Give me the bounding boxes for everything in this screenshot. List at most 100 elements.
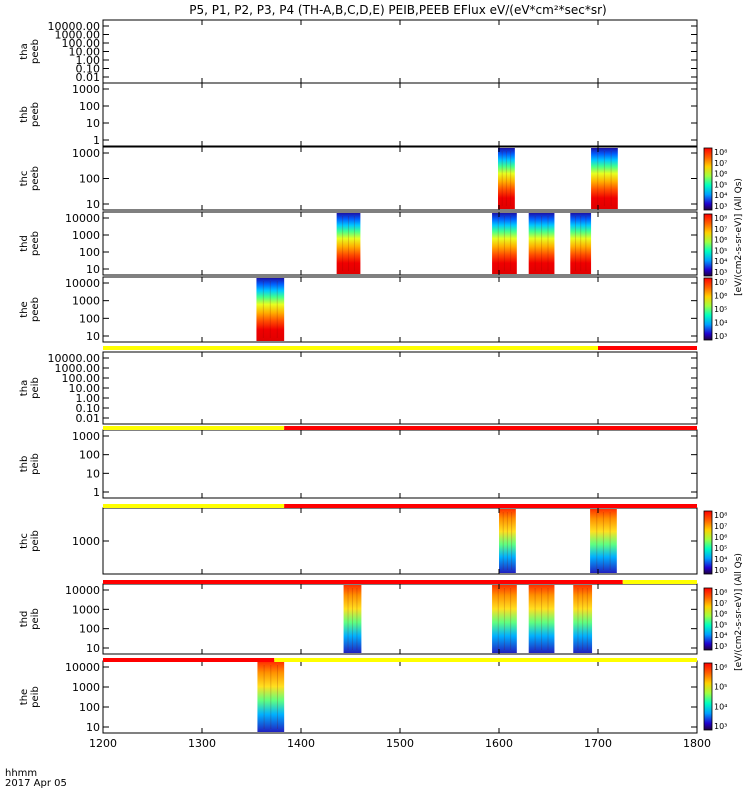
status-segment-red xyxy=(284,426,697,430)
spectrogram-block xyxy=(492,213,517,274)
colorbar-tick-label: 10⁵ xyxy=(714,180,727,189)
status-segment-yellow xyxy=(103,346,598,350)
panel-probe-label: the xyxy=(19,689,30,705)
y-tick-label: 1000 xyxy=(72,83,100,96)
panel-species-label: peib xyxy=(30,608,41,630)
colorbar-tick-label: 10³ xyxy=(714,202,727,211)
panel-frame xyxy=(102,583,698,655)
colorbar-tick-label: 10³ xyxy=(714,642,727,651)
chart-title: P5, P1, P2, P3, P4 (TH-A,B,C,D,E) PEIB,P… xyxy=(189,3,606,17)
panel-probe-label: the xyxy=(19,301,30,317)
spectrogram-block xyxy=(590,509,617,573)
status-bar xyxy=(103,346,697,350)
colorbar-tick-label: 10⁶ xyxy=(714,292,727,301)
y-tick-label: 1 xyxy=(93,486,100,499)
colorbar-tick-label: 10³ xyxy=(714,722,727,731)
colorbar-tick-label: 10⁴ xyxy=(714,257,727,266)
colorbar-tick-label: 10⁷ xyxy=(714,225,727,234)
y-tick-label: 1000 xyxy=(72,603,100,616)
panel-species-label: peeb xyxy=(30,297,41,322)
y-tick-label: 1 xyxy=(93,134,100,147)
y-tick-label: 100.00 xyxy=(62,372,101,385)
spectrogram-block xyxy=(343,585,362,653)
spectrogram-block xyxy=(528,585,555,653)
panel-the-peeb: 10000 1000 100 10 the peeb xyxy=(19,276,698,343)
y-tick-label: 100.00 xyxy=(62,37,101,50)
status-bar xyxy=(103,580,697,584)
y-tick-label: 1.00 xyxy=(76,54,101,67)
colorbar-tick-label: 10⁸ xyxy=(714,214,727,223)
x-tick-label: 1300 xyxy=(188,737,216,750)
colorbar-tick-label: 10³ xyxy=(714,332,727,341)
y-tick-label: 1000 xyxy=(72,681,100,694)
y-tick-label: 1000.00 xyxy=(55,29,101,42)
colorbar-tick-label: 10³ xyxy=(714,268,727,277)
y-tick-label: 1000 xyxy=(72,430,100,443)
x-tick-label: 1600 xyxy=(485,737,513,750)
y-tick-label: 100 xyxy=(79,173,100,186)
status-segment-red xyxy=(284,504,697,508)
colorbar-tick-label: 10⁶ xyxy=(714,663,727,672)
panel-the-peib: 10000 1000 100 10 the peib xyxy=(19,660,698,734)
colorbar-tick-label: 10⁵ xyxy=(714,683,727,692)
x-tick-label: 1200 xyxy=(89,737,117,750)
panel-thb-peib: 1000 100 10 1 thb peib xyxy=(19,429,698,499)
spectrogram-block xyxy=(591,148,618,209)
y-tick-label: 1000 xyxy=(72,295,100,308)
y-tick-label: 10 xyxy=(86,198,100,211)
y-tick-label: 0.01 xyxy=(76,412,101,425)
colorbar-tick-label: 10⁵ xyxy=(714,544,727,553)
y-tick-label: 1.00 xyxy=(76,392,101,405)
x-tick-label: 1800 xyxy=(683,737,711,750)
plot-layer: 10000.001000.00100.0010.001.000.100.01th… xyxy=(19,19,744,750)
y-tick-label: 10000.00 xyxy=(48,352,101,365)
y-tick-label: 1000 xyxy=(72,229,100,242)
colorbar-tick-label: 10⁶ xyxy=(714,533,727,542)
colorbar-swatch xyxy=(703,510,713,575)
status-segment-yellow xyxy=(622,580,697,584)
y-tick-label: 10.00 xyxy=(69,382,101,395)
status-segment-yellow xyxy=(103,504,285,508)
y-tick-label: 10000.00 xyxy=(48,20,101,33)
y-tick-label: 10 xyxy=(86,467,100,480)
panel-frame xyxy=(102,276,698,343)
colorbar-tick-label: 10⁸ xyxy=(714,588,727,597)
x-tick-label: 1400 xyxy=(287,737,315,750)
y-tick-label: 100 xyxy=(79,701,100,714)
colorbar: 10⁶ 10⁵ 10⁴ 10³ xyxy=(703,662,727,731)
status-bar xyxy=(103,658,697,662)
colorbar-tick-label: 10³ xyxy=(714,566,727,575)
panel-frame xyxy=(102,660,698,734)
spectrogram-block xyxy=(573,585,593,653)
spectrogram-block xyxy=(499,509,516,573)
status-bar xyxy=(103,426,697,430)
y-tick-label: 100 xyxy=(79,246,100,259)
colorbar-tick-label: 10⁶ xyxy=(714,170,727,179)
date-label: 2017 Apr 05 xyxy=(5,778,67,789)
colorbar-tick-label: 10⁵ xyxy=(714,620,727,629)
colorbar-swatch xyxy=(703,277,713,341)
status-bar xyxy=(103,504,697,508)
y-tick-label: 0.10 xyxy=(76,402,101,415)
y-tick-label: 10 xyxy=(86,117,100,130)
panel-frame xyxy=(102,429,698,499)
panel-thc-peib: 1000 thc peib xyxy=(19,507,698,575)
panel-thc-peeb: 1000 100 10 thc peeb xyxy=(19,146,698,211)
colorbar-tick-label: 10⁵ xyxy=(714,246,727,255)
colorbar-swatch xyxy=(703,213,713,277)
y-tick-label: 0.10 xyxy=(76,63,101,76)
panel-thd-peib: 10000 1000 100 10 thd peib xyxy=(19,583,698,655)
y-tick-label: 100 xyxy=(79,100,100,113)
spectrogram-block xyxy=(570,213,592,274)
time-axis-unit: hhmm xyxy=(5,768,37,779)
colorbar-swatch xyxy=(703,147,713,211)
colorbar-tick-label: 10⁶ xyxy=(714,610,727,619)
colorbar-tick-label: 10⁴ xyxy=(714,319,727,328)
panel-thb-peeb: 1000 100 10 1 thb peeb xyxy=(19,82,698,147)
colorbar-swatch xyxy=(703,587,713,651)
x-tick-label: 1700 xyxy=(584,737,612,750)
